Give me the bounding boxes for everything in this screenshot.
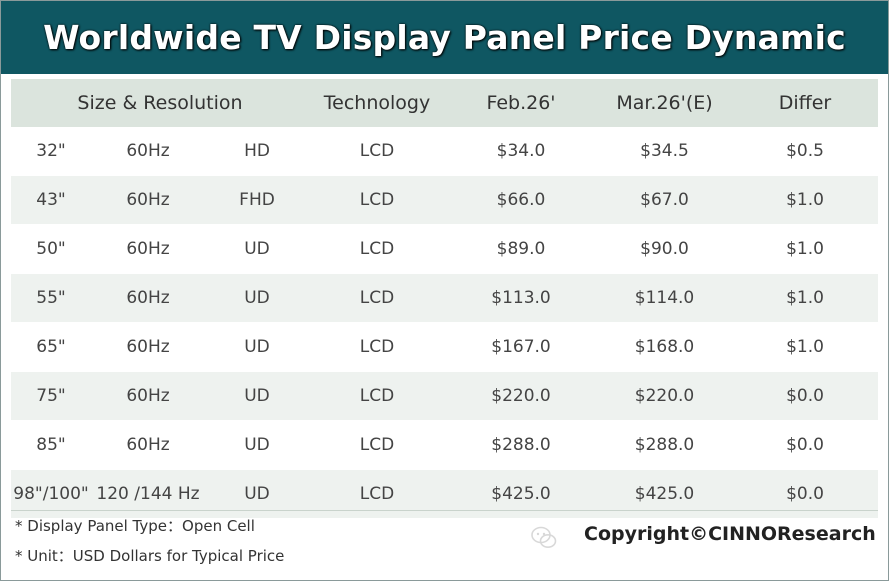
cell-refresh: 60Hz [91,175,205,225]
table-row: 55" 60Hz UD LCD $113.0 $114.0 $1.0 [11,273,878,323]
cell-mar-price: $34.5 [597,127,732,176]
cell-differ: $1.0 [732,322,878,372]
table-row: 85" 60Hz UD LCD $288.0 $288.0 $0.0 [11,420,878,470]
cell-differ: $0.0 [732,420,878,470]
cell-refresh: 60Hz [91,127,205,176]
header-mar: Mar.26'(E) [597,79,732,127]
cell-technology: LCD [309,469,445,519]
cell-size: 75" [11,371,91,421]
cell-technology: LCD [309,273,445,323]
price-table: Size & Resolution Technology Feb.26' Mar… [11,79,878,519]
cell-refresh: 120 /144 Hz [91,469,205,519]
cell-mar-price: $288.0 [597,420,732,470]
cell-feb-price: $167.0 [445,322,597,372]
cell-size: 65" [11,322,91,372]
cell-technology: LCD [309,175,445,225]
cell-mar-price: $90.0 [597,224,732,274]
wechat-watermark-icon [531,526,557,548]
cell-refresh: 60Hz [91,420,205,470]
cell-feb-price: $220.0 [445,371,597,421]
cell-refresh: 60Hz [91,371,205,421]
table-row: 43" 60Hz FHD LCD $66.0 $67.0 $1.0 [11,175,878,225]
copyright-text: Copyright©CINNOResearch [584,523,876,545]
cell-feb-price: $89.0 [445,224,597,274]
chart-title: Worldwide TV Display Panel Price Dynamic [43,18,846,57]
cell-mar-price: $220.0 [597,371,732,421]
cell-mar-price: $168.0 [597,322,732,372]
cell-resolution: UD [205,224,309,274]
cell-technology: LCD [309,224,445,274]
table-row: 65" 60Hz UD LCD $167.0 $168.0 $1.0 [11,322,878,372]
cell-resolution: UD [205,420,309,470]
cell-mar-price: $67.0 [597,175,732,225]
table-row: 75" 60Hz UD LCD $220.0 $220.0 $0.0 [11,371,878,421]
header-technology: Technology [309,79,445,127]
cell-feb-price: $288.0 [445,420,597,470]
cell-size: 32" [11,127,91,176]
cell-resolution: UD [205,322,309,372]
cell-feb-price: $113.0 [445,273,597,323]
cell-differ: $0.0 [732,469,878,519]
cell-resolution: UD [205,469,309,519]
title-bar: Worldwide TV Display Panel Price Dynamic [1,1,888,74]
cell-mar-price: $425.0 [597,469,732,519]
cell-size: 50" [11,224,91,274]
cell-differ: $0.5 [732,127,878,176]
cell-refresh: 60Hz [91,273,205,323]
note-unit: * Unit：USD Dollars for Typical Price [15,547,285,565]
cell-differ: $0.0 [732,371,878,421]
cell-resolution: HD [205,127,309,176]
cell-feb-price: $34.0 [445,127,597,176]
cell-refresh: 60Hz [91,224,205,274]
cell-size: 85" [11,420,91,470]
header-differ: Differ [732,79,878,127]
cell-size: 43" [11,175,91,225]
cell-feb-price: $66.0 [445,175,597,225]
table-row: 98"/100" 120 /144 Hz UD LCD $425.0 $425.0 $0.0 [11,469,878,519]
cell-resolution: UD [205,273,309,323]
table-body: 32" 60Hz HD LCD $34.0 $34.5 $0.5 43" 60Hz FHD LCD $… [11,127,878,519]
cell-differ: $1.0 [732,273,878,323]
cell-resolution: UD [205,371,309,421]
cell-differ: $1.0 [732,224,878,274]
note-panel-type: * Display Panel Type：Open Cell [15,517,255,535]
cell-size: 98"/100" [11,469,91,519]
header-size-resolution: Size & Resolution [11,79,309,127]
header-feb: Feb.26' [445,79,597,127]
cell-refresh: 60Hz [91,322,205,372]
table-bottom-divider [11,510,878,511]
cell-differ: $1.0 [732,175,878,225]
cell-technology: LCD [309,127,445,176]
cell-size: 55" [11,273,91,323]
table-row: 32" 60Hz HD LCD $34.0 $34.5 $0.5 [11,127,878,176]
cell-technology: LCD [309,420,445,470]
header-row: Size & Resolution Technology Feb.26' Mar… [11,79,878,127]
watermark [531,525,557,551]
cell-feb-price: $425.0 [445,469,597,519]
cell-technology: LCD [309,371,445,421]
cell-mar-price: $114.0 [597,273,732,323]
table-row: 50" 60Hz UD LCD $89.0 $90.0 $1.0 [11,224,878,274]
cell-resolution: FHD [205,175,309,225]
cell-technology: LCD [309,322,445,372]
